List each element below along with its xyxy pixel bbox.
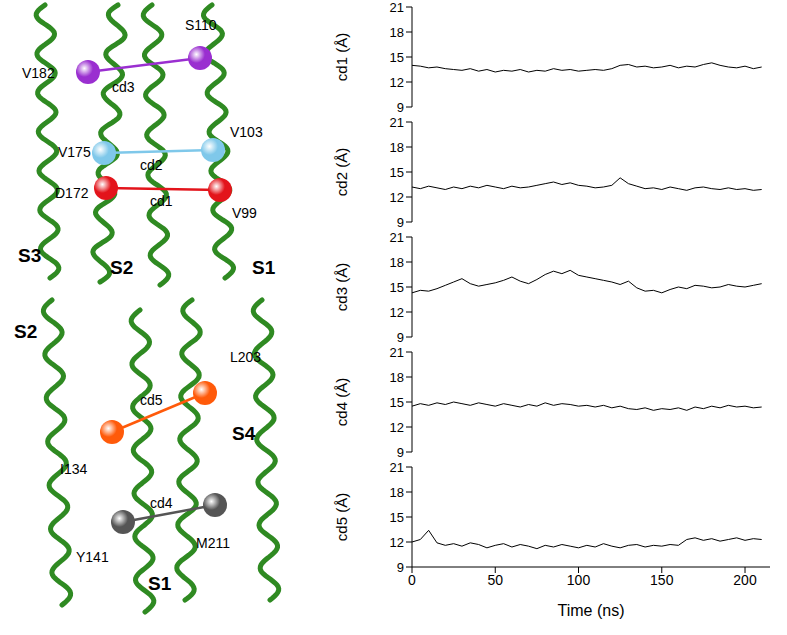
svg-text:15: 15 (390, 510, 404, 525)
svg-text:12: 12 (390, 305, 404, 320)
svg-text:cd4 (Å): cd4 (Å) (333, 378, 350, 426)
svg-text:100: 100 (567, 572, 591, 588)
svg-text:D172: D172 (55, 185, 89, 201)
svg-text:cd2 (Å): cd2 (Å) (333, 148, 350, 196)
svg-text:S1: S1 (252, 257, 276, 278)
svg-text:15: 15 (390, 280, 404, 295)
svg-text:V99: V99 (232, 205, 257, 221)
svg-text:12: 12 (390, 190, 404, 205)
svg-text:9: 9 (397, 330, 404, 345)
svg-text:150: 150 (650, 572, 674, 588)
svg-text:9: 9 (397, 560, 404, 575)
svg-text:cd2: cd2 (140, 157, 163, 173)
svg-text:21: 21 (390, 230, 404, 245)
svg-text:S2: S2 (110, 257, 133, 278)
svg-text:18: 18 (390, 255, 404, 270)
svg-text:21: 21 (390, 115, 404, 130)
svg-text:V182: V182 (22, 65, 55, 81)
svg-text:12: 12 (390, 75, 404, 90)
svg-text:cd5: cd5 (140, 392, 163, 408)
svg-text:200: 200 (733, 572, 757, 588)
svg-text:V103: V103 (230, 124, 263, 140)
svg-text:12: 12 (390, 535, 404, 550)
svg-text:S3: S3 (18, 245, 41, 266)
svg-text:cd1: cd1 (150, 193, 173, 209)
svg-text:9: 9 (397, 445, 404, 460)
svg-text:cd5 (Å): cd5 (Å) (333, 493, 350, 541)
svg-text:I134: I134 (60, 461, 87, 477)
svg-text:S110: S110 (185, 17, 217, 33)
svg-text:18: 18 (390, 25, 404, 40)
svg-text:12: 12 (390, 420, 404, 435)
svg-text:cd1 (Å): cd1 (Å) (333, 33, 350, 81)
svg-text:15: 15 (390, 165, 404, 180)
svg-text:V175: V175 (58, 144, 91, 160)
svg-text:L203: L203 (230, 349, 261, 365)
svg-text:M211: M211 (196, 535, 230, 551)
svg-text:0: 0 (408, 572, 416, 588)
svg-text:15: 15 (390, 50, 404, 65)
svg-text:9: 9 (397, 100, 404, 115)
svg-text:50: 50 (487, 572, 503, 588)
svg-text:21: 21 (390, 0, 404, 15)
svg-text:S4: S4 (232, 423, 256, 444)
svg-text:cd4: cd4 (150, 495, 173, 511)
svg-text:18: 18 (390, 140, 404, 155)
svg-text:21: 21 (390, 345, 404, 360)
svg-text:cd3 (Å): cd3 (Å) (333, 263, 350, 311)
svg-text:21: 21 (390, 460, 404, 475)
svg-text:18: 18 (390, 485, 404, 500)
svg-text:18: 18 (390, 370, 404, 385)
svg-text:S2: S2 (14, 321, 37, 342)
svg-text:cd3: cd3 (112, 79, 135, 95)
svg-text:9: 9 (397, 215, 404, 230)
svg-text:S1: S1 (148, 573, 172, 594)
svg-text:Time (ns): Time (ns) (558, 602, 625, 619)
svg-text:Y141: Y141 (76, 549, 109, 565)
svg-text:15: 15 (390, 395, 404, 410)
